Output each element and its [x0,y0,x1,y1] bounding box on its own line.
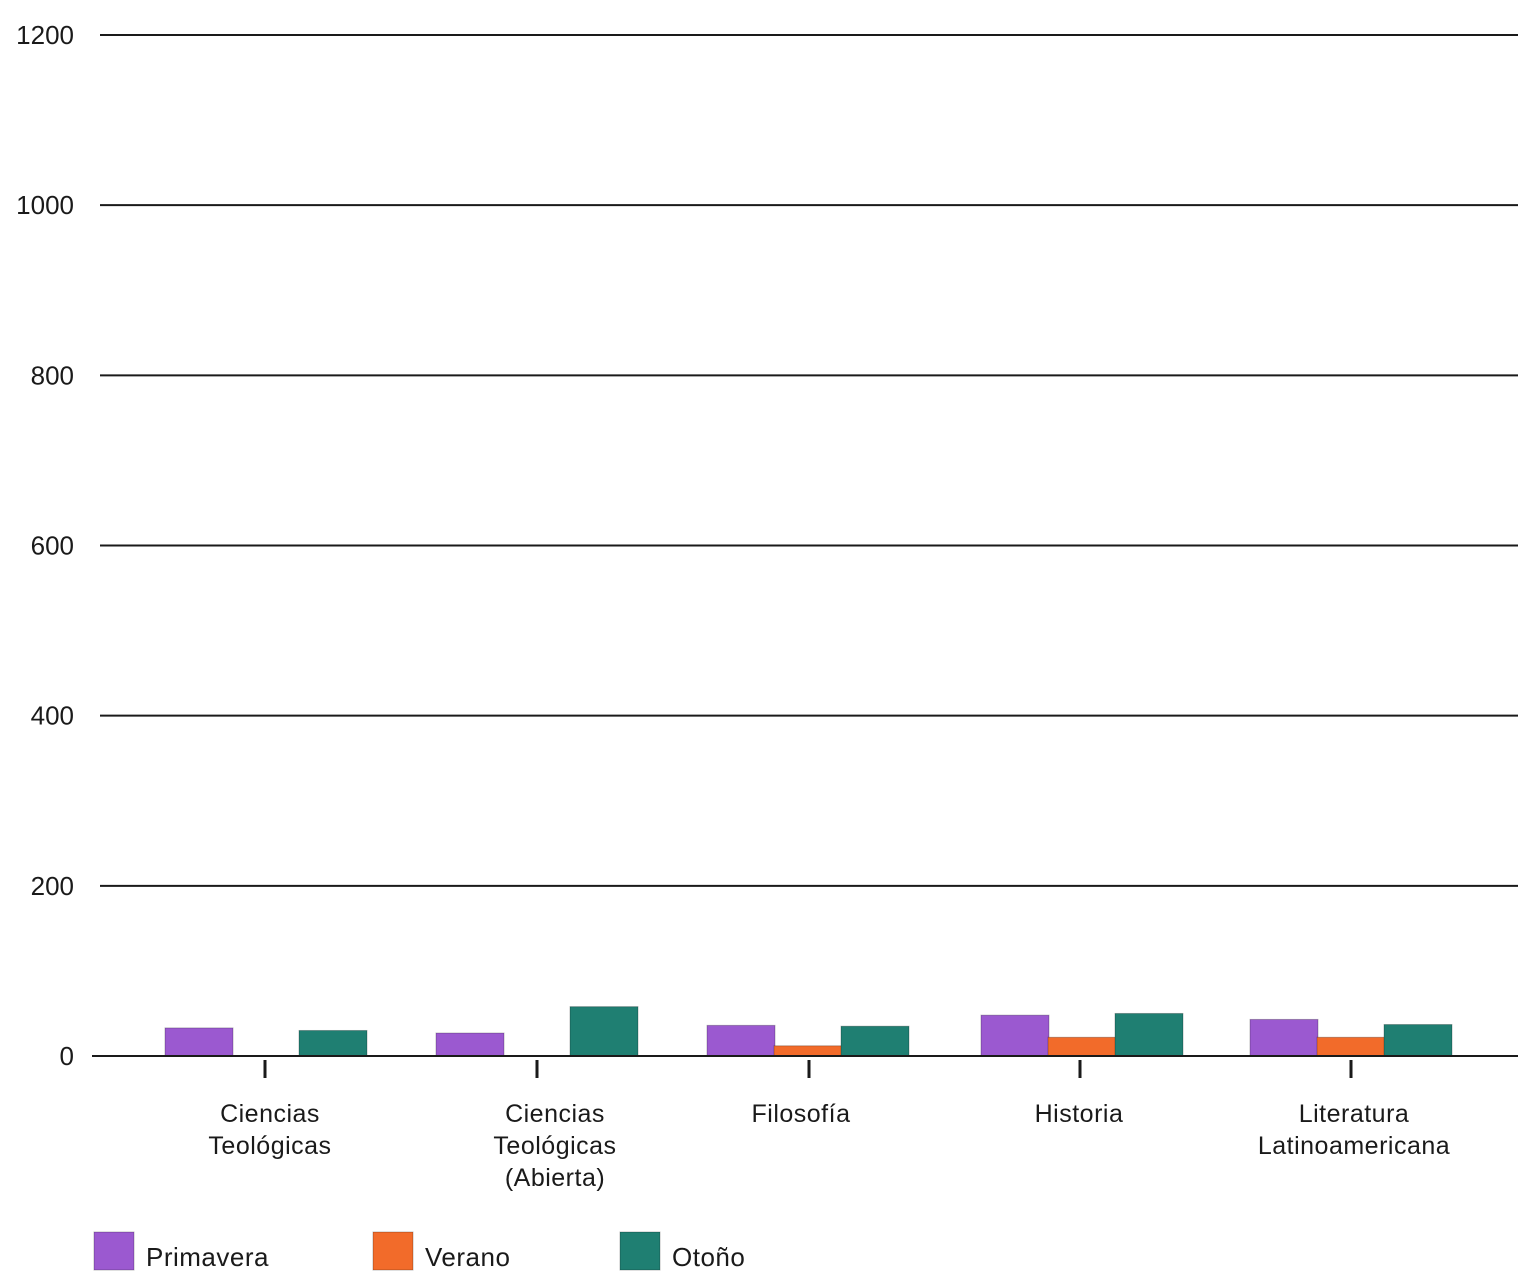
bar-otoño [1114,1012,1184,1057]
bar-primavera [980,1014,1050,1057]
x-tick-label: Filosofía [752,1100,851,1128]
bar-verano [773,1045,843,1057]
x-axis: Ciencias Teológicas Ciencias Teológicas (Abi… [92,1055,1518,1192]
legend: Primavera Verano Otoño [93,1231,745,1272]
bar-primavera [706,1024,776,1057]
bar-otoño [569,1006,639,1057]
bar-verano [1316,1036,1386,1057]
legend-swatch-verano [372,1231,414,1271]
bar-primavera [1249,1018,1319,1057]
legend-label: Otoño [672,1242,745,1272]
bar-otoño [1383,1024,1453,1057]
x-tick-label: Ciencias Teológicas (Abierta) [493,1100,616,1192]
bar-primavera [435,1032,505,1057]
bar-otoño [298,1029,368,1057]
y-tick-label: 1000 [16,190,74,220]
legend-swatch-otoño [619,1231,661,1271]
y-tick-label: 800 [31,360,74,390]
x-tick-label: Ciencias Teológicas [208,1100,331,1160]
bar-primavera [164,1027,234,1057]
y-tick-label: 400 [31,701,74,731]
y-tick-label: 600 [31,531,74,561]
bar-verano [1047,1036,1117,1057]
x-tick-label: Literatura Latinoamericana [1258,1100,1450,1160]
y-tick-label: 0 [60,1041,74,1071]
y-axis-ticks: 0 200 400 600 800 1000 1200 [16,20,74,1071]
legend-label: Verano [425,1242,510,1272]
legend-label: Primavera [146,1242,269,1272]
bar-otoño [840,1025,910,1057]
y-tick-label: 200 [31,871,74,901]
legend-swatch-primavera [93,1231,135,1271]
y-tick-label: 1200 [16,20,74,50]
gridlines [100,34,1518,887]
x-tick-label: Historia [1035,1100,1124,1128]
bars [164,1006,1453,1057]
